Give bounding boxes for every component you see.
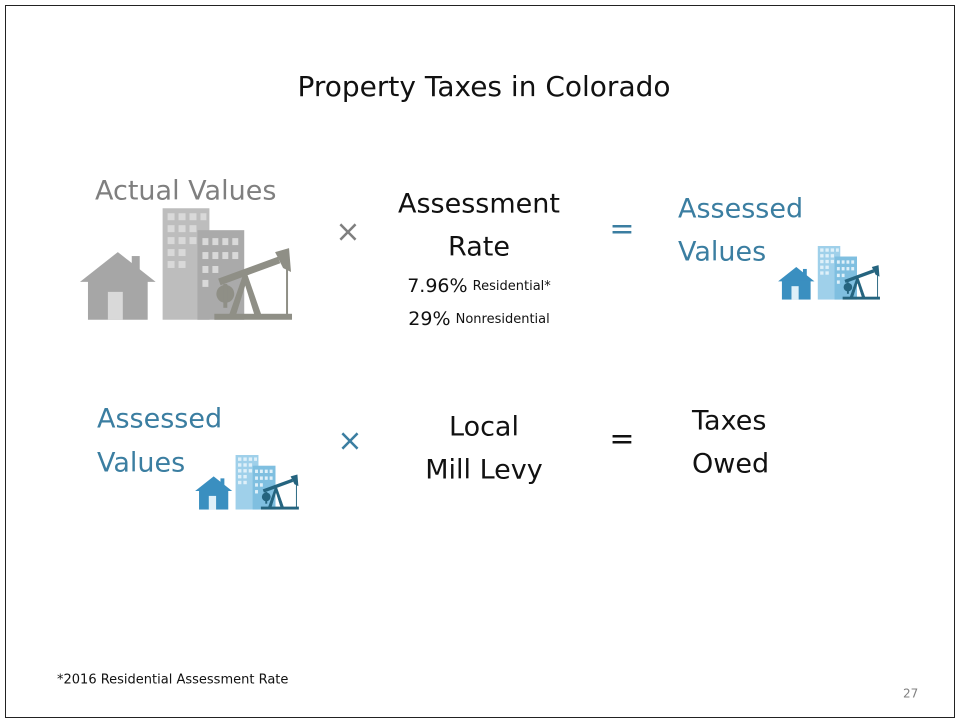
assessed-label: Assessed: [678, 194, 803, 225]
slide-title: Property Taxes in Colorado: [297, 70, 670, 103]
property-icon: [80, 208, 293, 320]
taxes-label: Taxes: [691, 406, 766, 437]
values-label: Values: [678, 237, 766, 268]
property-icon: [195, 455, 299, 510]
mill-levy-label: Mill Levy: [425, 455, 543, 486]
assessed-label: Assessed: [97, 404, 222, 435]
times-sign: ×: [335, 215, 360, 250]
values-label: Values: [97, 448, 185, 479]
actual-values: Actual Values: [95, 176, 276, 207]
owed-label: Owed: [692, 449, 769, 480]
rate-type: Residential*: [473, 279, 552, 294]
rate-value: 7.96%: [407, 275, 467, 297]
rate-value: 29%: [408, 308, 450, 330]
rate-type: Nonresidential: [456, 312, 550, 327]
footnote: *2016 Residential Assessment Rate: [57, 673, 288, 688]
slide-border: [5, 5, 955, 718]
assessment-label: Assessment: [398, 189, 560, 220]
local-label: Local: [449, 412, 519, 443]
nonresidential-rate: 29% Nonresidential: [408, 308, 549, 330]
equals-sign: =: [609, 212, 634, 247]
equals-sign: =: [609, 422, 634, 457]
times-sign: ×: [337, 424, 362, 459]
rate-label: Rate: [448, 232, 510, 263]
residential-rate: 7.96% Residential*: [407, 275, 551, 297]
property-icon: [778, 246, 880, 300]
page-number: 27: [903, 687, 918, 701]
